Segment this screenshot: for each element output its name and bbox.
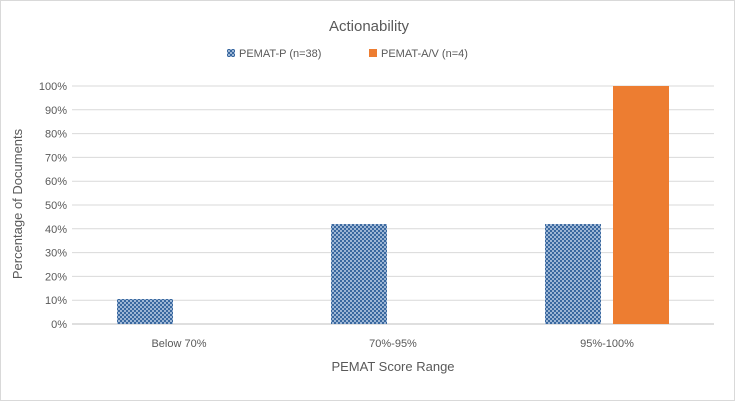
legend-label: PEMAT-A/V (n=4) bbox=[381, 48, 468, 60]
y-tick-label: 80% bbox=[45, 129, 67, 141]
bar-pemat-p-2 bbox=[545, 224, 601, 324]
bar-pemat-p-0 bbox=[117, 299, 173, 324]
y-tick-label: 50% bbox=[45, 200, 67, 212]
y-tick-label: 100% bbox=[39, 81, 67, 93]
legend-swatch bbox=[369, 49, 377, 57]
y-tick-label: 40% bbox=[45, 224, 67, 236]
chart-title: Actionability bbox=[329, 18, 410, 35]
x-tick-label: Below 70% bbox=[151, 338, 206, 350]
x-tick-label: 95%-100% bbox=[580, 338, 634, 350]
x-axis-title: PEMAT Score Range bbox=[331, 359, 454, 374]
bar-pemat-av-2 bbox=[613, 86, 669, 324]
y-axis-ticks: 0% 10% 20% 30% 40% 50% 60% 70% 80% 90% 100% bbox=[39, 81, 67, 331]
legend-swatch bbox=[227, 49, 235, 57]
x-axis-ticks: Below 70% 70%-95% 95%-100% bbox=[151, 338, 634, 350]
y-tick-label: 70% bbox=[45, 152, 67, 164]
bar-pemat-p-1 bbox=[331, 224, 387, 324]
legend: PEMAT-P (n=38) PEMAT-A/V (n=4) bbox=[227, 48, 468, 60]
x-tick-label: 70%-95% bbox=[369, 338, 417, 350]
y-tick-label: 0% bbox=[51, 319, 67, 331]
y-tick-label: 30% bbox=[45, 248, 67, 260]
legend-label: PEMAT-P (n=38) bbox=[239, 48, 321, 60]
y-tick-label: 20% bbox=[45, 271, 67, 283]
y-tick-label: 90% bbox=[45, 105, 67, 117]
y-tick-label: 60% bbox=[45, 176, 67, 188]
gridlines bbox=[72, 85, 714, 325]
y-tick-label: 10% bbox=[45, 295, 67, 307]
y-axis-title: Percentage of Documents bbox=[10, 128, 25, 279]
bars bbox=[117, 86, 669, 324]
